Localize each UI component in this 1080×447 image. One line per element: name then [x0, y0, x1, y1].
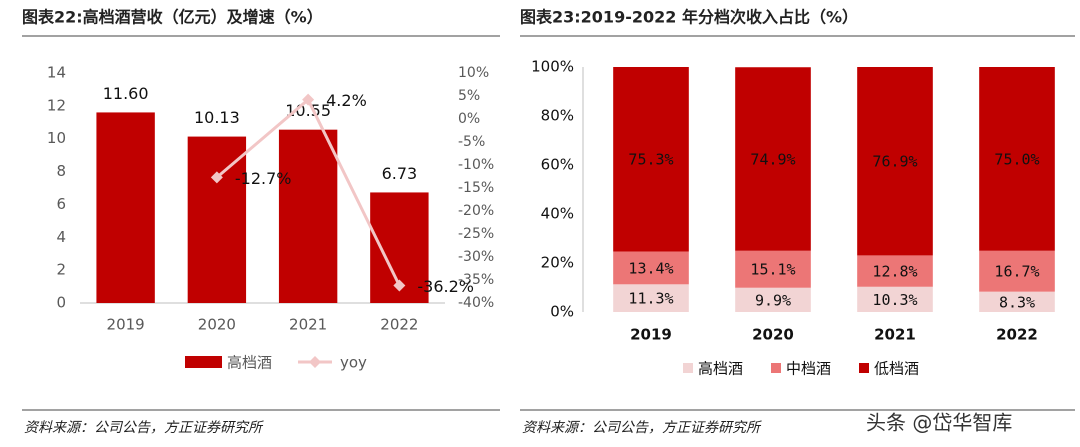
y-tick-label: 14	[47, 64, 66, 82]
data-label: 4.2%	[326, 91, 367, 110]
legend-label: yoy	[340, 354, 367, 372]
data-label: 10.13	[194, 108, 240, 127]
legend-swatch	[309, 356, 321, 368]
y-tick-label: 100%	[531, 58, 574, 76]
data-label: 11.60	[103, 84, 149, 103]
y-tick-label: 0	[56, 294, 66, 312]
bar-segment	[857, 67, 933, 256]
y2-tick-label: -20%	[458, 203, 494, 219]
data-label: 11.3%	[628, 290, 673, 308]
x-tick-label: 2021	[289, 316, 327, 334]
source-note: 资料来源：公司公告，方正证券研究所	[522, 420, 762, 436]
x-tick-label: 2019	[630, 326, 672, 344]
legend-swatch	[771, 363, 781, 373]
bar-segment	[979, 291, 1055, 312]
legend-label: 低档酒	[874, 360, 919, 378]
y-tick-label: 80%	[541, 107, 574, 125]
x-tick-label: 2021	[874, 326, 916, 344]
data-label: 6.73	[382, 164, 418, 183]
y-tick-label: 20%	[541, 254, 574, 272]
bar-segment	[613, 284, 689, 312]
y2-tick-label: -40%	[458, 295, 494, 311]
data-label: 12.8%	[872, 263, 917, 281]
y2-tick-label: -25%	[458, 226, 494, 242]
bar	[187, 136, 247, 303]
x-tick-label: 2019	[107, 316, 145, 334]
y-tick-label: 6	[56, 195, 66, 213]
legend-swatch	[683, 363, 693, 373]
y-tick-label: 12	[47, 96, 66, 114]
data-label: 10.3%	[872, 291, 917, 309]
y-tick-label: 4	[56, 228, 66, 246]
bar-segment	[979, 250, 1055, 292]
y2-tick-label: -5%	[458, 134, 485, 150]
watermark: 头条 @岱华智库	[866, 411, 1012, 435]
y2-tick-label: -15%	[458, 180, 494, 196]
y-tick-label: 60%	[541, 156, 574, 174]
y-tick-label: 8	[56, 162, 66, 180]
line-marker	[302, 93, 315, 106]
x-tick-label: 2022	[380, 316, 418, 334]
bar	[278, 129, 338, 303]
bar-segment	[613, 67, 689, 252]
y2-tick-label: -35%	[458, 272, 494, 288]
chart-title: 图表23:2019-2022 年分档次收入占比（%）	[520, 8, 858, 27]
y2-tick-label: 10%	[458, 65, 489, 81]
data-label: 10.55	[285, 101, 331, 120]
data-label: 75.3%	[628, 151, 673, 169]
legend-label: 中档酒	[786, 360, 831, 378]
bar-segment	[735, 67, 811, 251]
y-tick-label: 10	[47, 129, 66, 147]
legend-label: 高档酒	[227, 354, 272, 372]
y2-tick-label: 0%	[458, 111, 480, 127]
legend-swatch	[185, 356, 222, 368]
data-label: 16.7%	[994, 263, 1039, 281]
bar-segment	[735, 250, 811, 288]
data-label: -36.2%	[417, 277, 474, 296]
bar-segment	[735, 287, 811, 312]
data-label: 15.1%	[750, 261, 795, 279]
data-label: 76.9%	[872, 153, 917, 171]
x-tick-label: 2020	[198, 316, 236, 334]
bar-segment	[857, 286, 933, 312]
data-label: 13.4%	[628, 259, 673, 277]
bar-segment	[613, 251, 689, 285]
x-tick-label: 2022	[996, 326, 1038, 344]
data-label: 9.9%	[755, 291, 791, 309]
bar-segment	[979, 67, 1055, 251]
y2-tick-label: -10%	[458, 157, 494, 173]
data-label: 74.9%	[750, 150, 795, 168]
y-tick-label: 2	[56, 261, 66, 279]
bar	[96, 112, 155, 303]
y-tick-label: 0%	[550, 303, 574, 321]
chart-title: 图表22:高档酒营收（亿元）及增速（%）	[22, 8, 323, 27]
x-tick-label: 2020	[752, 326, 794, 344]
legend-label: 高档酒	[698, 360, 743, 378]
line-marker	[393, 279, 406, 292]
y-tick-label: 40%	[541, 205, 574, 223]
data-label: -12.7%	[235, 169, 292, 188]
legend-swatch	[859, 363, 869, 373]
source-note: 资料来源：公司公告，方正证券研究所	[24, 420, 264, 436]
data-label: 75.0%	[994, 150, 1039, 168]
y2-tick-label: 5%	[458, 88, 480, 104]
y2-tick-label: -30%	[458, 249, 494, 265]
bar-segment	[857, 255, 933, 287]
line-marker	[210, 171, 223, 184]
data-label: 8.3%	[999, 293, 1035, 311]
